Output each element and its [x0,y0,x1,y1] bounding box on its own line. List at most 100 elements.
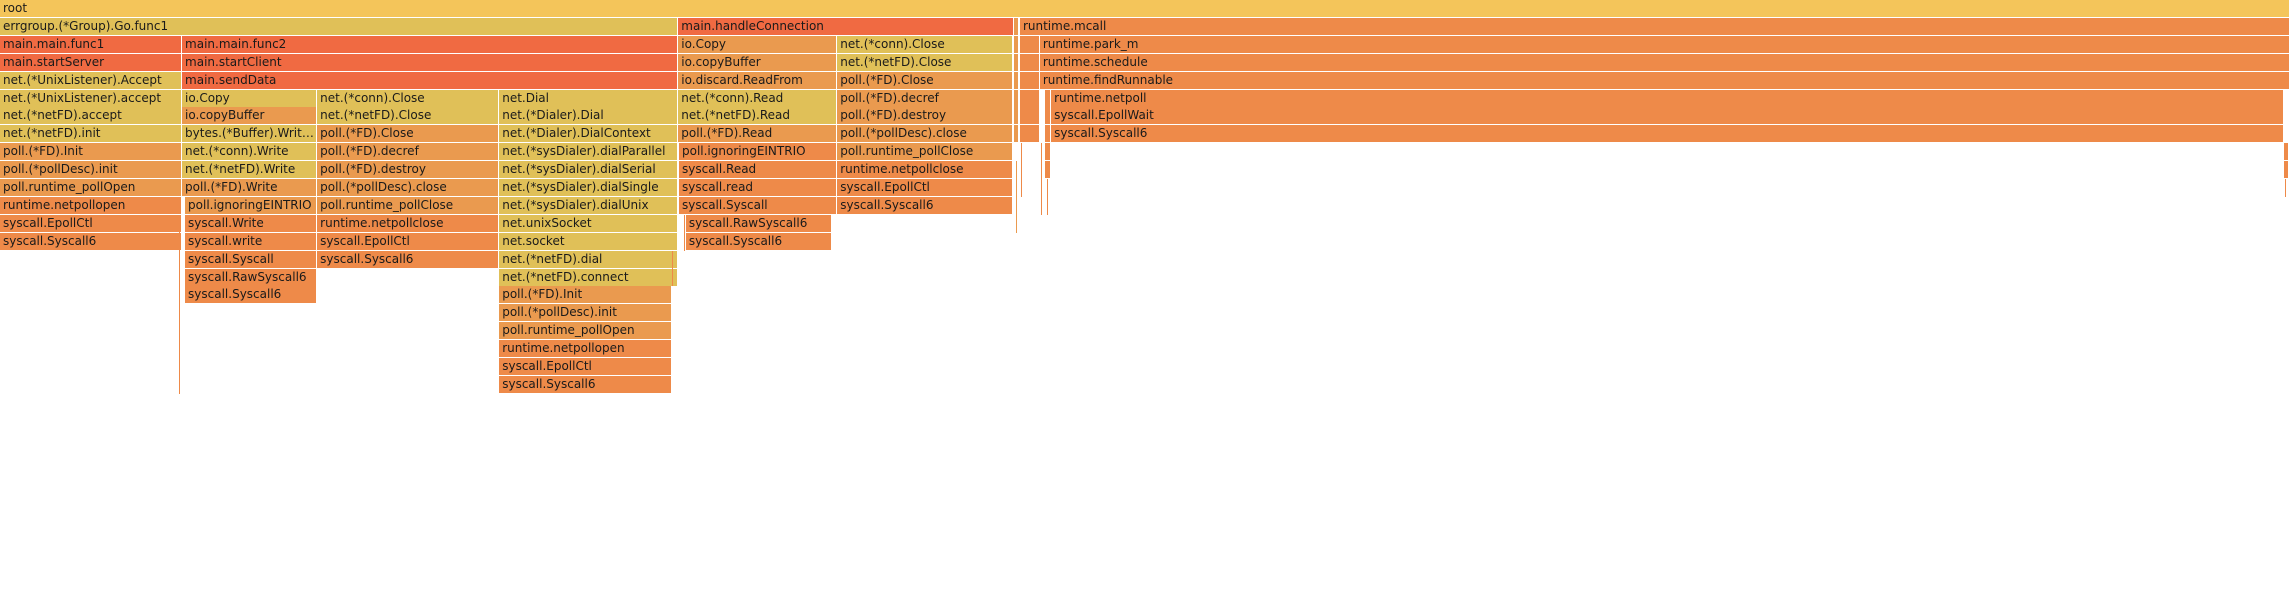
flame-frame[interactable]: net.(*netFD).dial [499,250,679,268]
flame-frame[interactable]: syscall.EpollWait [1051,107,2285,125]
flame-frame[interactable] [1044,161,1051,179]
flame-frame[interactable]: poll.ignoringEINTRIO [678,143,838,161]
flame-frame[interactable] [1044,125,1051,143]
flame-frame[interactable]: syscall.EpollCtl [837,179,1014,196]
flame-frame[interactable]: net.(*netFD).accept [0,107,183,125]
flame-frame[interactable]: poll.(*FD).destroy [837,107,1014,125]
flame-frame[interactable]: poll.(*pollDesc).init [499,304,673,322]
flame-frame[interactable]: io.Copy [182,89,318,107]
flame-frame[interactable]: poll.(*pollDesc).close [837,125,1014,143]
flame-frame[interactable] [1014,125,1020,143]
flame-frame[interactable] [1044,107,1051,125]
flame-frame[interactable]: runtime.park_m [1039,35,2290,53]
flame-frame[interactable]: main.main.func1 [0,35,183,53]
flame-frame[interactable]: poll.(*FD).Write [182,179,318,196]
flame-frame[interactable]: net.(*conn).Close [837,35,1014,53]
flame-frame[interactable]: net.(*sysDialer).dialUnix [499,196,679,214]
flame-frame[interactable]: poll.(*FD).Init [499,286,673,304]
flame-frame[interactable]: poll.runtime_pollClose [837,143,1014,161]
flame-frame[interactable]: net.(*sysDialer).dialSerial [499,161,679,179]
flame-frame[interactable]: syscall.Syscall6 [499,375,673,393]
flame-frame[interactable] [1014,71,1020,89]
flame-frame[interactable] [1019,89,1040,107]
flame-frame[interactable]: net.(*netFD).Read [678,107,838,125]
flame-frame[interactable]: syscall.Syscall6 [185,286,318,304]
flame-frame[interactable]: main.main.func2 [182,35,679,53]
flame-frame[interactable]: syscall.EpollCtl [499,358,673,375]
flame-frame[interactable]: io.discard.ReadFrom [678,71,838,89]
flame-frame[interactable]: net.unixSocket [499,214,679,232]
flame-frame[interactable] [2284,143,2290,161]
flame-frame[interactable] [1044,89,1051,107]
flame-frame[interactable]: main.startClient [182,53,679,71]
flame-frame[interactable]: poll.runtime_pollClose [317,196,500,214]
flame-frame[interactable]: poll.runtime_pollOpen [499,322,673,340]
flame-frame[interactable]: runtime.netpollopen [499,340,673,358]
flame-frame[interactable]: net.(*conn).Close [317,89,500,107]
flame-frame[interactable]: syscall.Syscall6 [1051,125,2285,143]
flame-frame[interactable]: poll.ignoringEINTRIO [185,196,318,214]
flame-frame[interactable]: runtime.mcall [1019,17,2290,35]
flame-frame[interactable]: main.handleConnection [678,17,1015,35]
flame-frame[interactable]: net.socket [499,232,679,250]
flame-frame[interactable]: runtime.netpoll [1051,89,2285,107]
flame-frame[interactable]: io.copyBuffer [678,53,838,71]
flame-frame[interactable]: net.(*UnixListener).Accept [0,71,183,89]
flame-frame[interactable]: runtime.findRunnable [1039,71,2290,89]
flame-frame[interactable]: runtime.netpollclose [837,161,1014,179]
flame-frame[interactable]: poll.(*pollDesc).init [0,161,183,179]
flame-frame[interactable]: net.(*conn).Write [182,143,318,161]
flame-frame[interactable]: syscall.Syscall [185,250,318,268]
flame-frame[interactable]: net.(*netFD).Close [837,53,1014,71]
flame-frame[interactable] [1019,35,1040,53]
flame-frame[interactable]: net.(*netFD).init [0,125,183,143]
flame-frame[interactable]: main.sendData [182,71,679,89]
flame-frame[interactable] [1044,143,1051,161]
flame-frame[interactable]: syscall.Syscall6 [837,196,1014,214]
flame-frame[interactable]: poll.(*pollDesc).close [317,179,500,196]
flame-frame[interactable]: root [0,0,2290,17]
flame-frame[interactable]: syscall.EpollCtl [0,214,183,232]
flame-frame[interactable]: syscall.write [185,232,318,250]
flame-frame[interactable]: runtime.netpollclose [317,214,500,232]
flame-frame[interactable] [1019,107,1040,125]
flame-frame[interactable]: bytes.(*Buffer).WriteTo [182,125,318,143]
flame-frame[interactable] [1019,71,1040,89]
flame-frame[interactable]: runtime.schedule [1039,53,2290,71]
flame-frame[interactable]: syscall.RawSyscall6 [185,268,318,286]
flame-frame[interactable]: net.(*netFD).Write [182,161,318,179]
flame-frame[interactable]: net.Dial [499,89,679,107]
flame-frame[interactable] [2284,161,2290,179]
flame-frame[interactable]: poll.(*FD).Init [0,143,183,161]
flame-frame[interactable]: poll.(*FD).destroy [317,161,500,179]
flame-frame[interactable]: poll.(*FD).Close [317,125,500,143]
flame-frame[interactable] [1014,107,1020,125]
flame-frame[interactable]: poll.(*FD).decref [317,143,500,161]
flame-frame[interactable]: net.(*sysDialer).dialParallel [499,143,679,161]
flame-frame[interactable] [1014,53,1020,71]
flame-frame[interactable]: net.(*sysDialer).dialSingle [499,179,679,196]
flame-frame[interactable]: syscall.Syscall6 [685,232,832,250]
flame-frame[interactable]: syscall.Syscall [678,196,838,214]
flame-frame[interactable]: syscall.RawSyscall6 [685,214,832,232]
flame-frame[interactable] [1014,17,1020,35]
flame-frame[interactable]: syscall.Syscall6 [317,250,500,268]
flame-frame[interactable]: syscall.read [678,179,838,196]
flame-frame[interactable]: net.(*conn).Read [678,89,838,107]
flame-frame[interactable]: net.(*netFD).Close [317,107,500,125]
flame-frame[interactable]: poll.runtime_pollOpen [0,179,183,196]
flame-frame[interactable] [1014,89,1020,107]
flame-frame[interactable]: syscall.EpollCtl [317,232,500,250]
flame-frame[interactable] [1014,35,1020,53]
flame-frame[interactable]: net.(*Dialer).DialContext [499,125,679,143]
flame-frame[interactable]: poll.(*FD).Read [678,125,838,143]
flame-frame[interactable] [1019,53,1040,71]
flame-frame[interactable]: poll.(*FD).Close [837,71,1014,89]
flame-frame[interactable]: syscall.Read [678,161,838,179]
flame-frame[interactable] [1019,125,1040,143]
flame-frame[interactable]: errgroup.(*Group).Go.func1 [0,17,679,35]
flame-frame[interactable]: poll.(*FD).decref [837,89,1014,107]
flame-frame[interactable]: syscall.Syscall6 [0,232,183,250]
flame-frame[interactable]: io.copyBuffer [182,107,318,125]
flame-frame[interactable]: net.(*netFD).connect [499,268,679,286]
